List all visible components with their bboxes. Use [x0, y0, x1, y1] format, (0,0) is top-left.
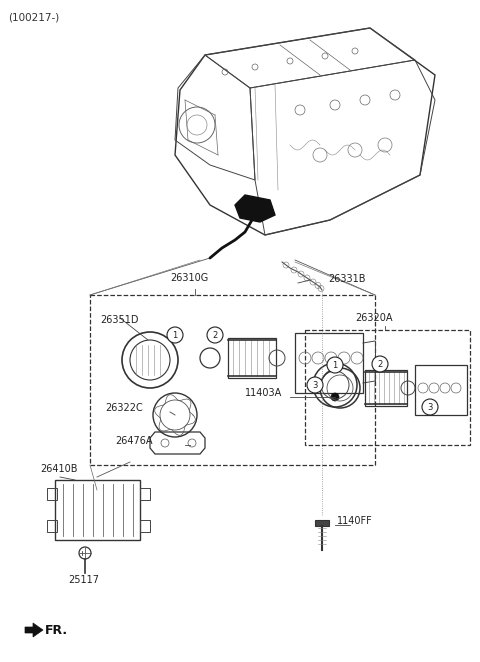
Bar [47, 488, 57, 500]
Circle shape [307, 377, 323, 393]
Bar [90, 295, 375, 465]
Polygon shape [235, 195, 275, 222]
Text: 2: 2 [377, 359, 383, 369]
Bar [55, 480, 140, 540]
Text: 2: 2 [212, 330, 217, 340]
Text: 26310G: 26310G [170, 273, 208, 283]
Text: 26410B: 26410B [40, 464, 77, 474]
Circle shape [422, 399, 438, 415]
Bar [365, 370, 407, 406]
Bar [228, 338, 276, 378]
Text: 26476A: 26476A [115, 436, 153, 446]
Bar [415, 365, 467, 415]
Circle shape [327, 357, 343, 373]
Text: 25117: 25117 [68, 575, 99, 585]
Circle shape [167, 327, 183, 343]
Text: 3: 3 [427, 402, 432, 412]
Circle shape [331, 393, 339, 401]
Bar [295, 333, 363, 393]
Text: FR.: FR. [45, 624, 68, 636]
Circle shape [372, 356, 388, 372]
Text: 26331B: 26331B [328, 274, 365, 284]
Polygon shape [25, 623, 43, 637]
Text: 26351D: 26351D [100, 315, 139, 325]
Text: 26322C: 26322C [105, 403, 143, 413]
Bar [47, 520, 57, 532]
Bar [315, 520, 329, 526]
Bar [140, 488, 150, 500]
Text: 11403A: 11403A [245, 388, 282, 398]
Text: 1140FF: 1140FF [337, 516, 373, 526]
Bar [305, 330, 470, 445]
Text: 1: 1 [332, 361, 337, 369]
Circle shape [207, 327, 223, 343]
Text: 1: 1 [172, 330, 178, 340]
Text: 26320A: 26320A [355, 313, 393, 323]
Text: (100217-): (100217-) [8, 12, 59, 22]
Text: 3: 3 [312, 381, 318, 389]
Bar [140, 520, 150, 532]
